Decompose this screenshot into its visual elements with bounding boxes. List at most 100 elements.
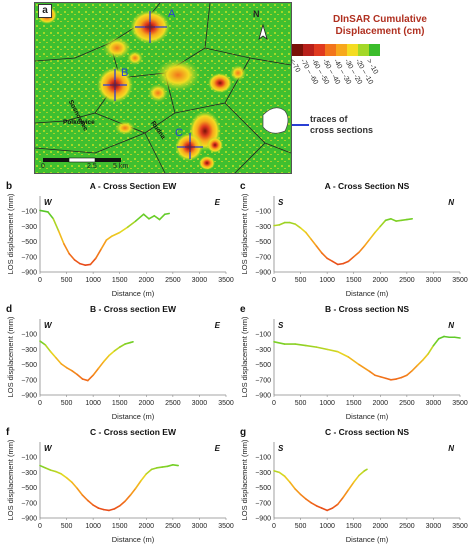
profile-segment-e-20 bbox=[427, 344, 435, 355]
profile-segment-f-20 bbox=[145, 468, 153, 475]
scale-label-0: 0 bbox=[41, 163, 45, 170]
profile-segment-d-0 bbox=[39, 340, 47, 346]
profile-segment-f-17 bbox=[129, 487, 137, 496]
profile-segment-c-15 bbox=[352, 251, 360, 258]
profile-segment-b-15 bbox=[126, 220, 137, 228]
x-tick-label-c-0: 0 bbox=[272, 277, 276, 284]
x-tick-label-g-5: 2500 bbox=[399, 523, 415, 530]
profile-segment-e-25 bbox=[453, 336, 461, 339]
profile-segment-b-16 bbox=[134, 213, 145, 222]
profile-label-c: C bbox=[175, 127, 183, 139]
legend-title-line2: Displacement (cm) bbox=[335, 26, 425, 37]
profile-segment-c-11 bbox=[331, 260, 339, 266]
north-label: N bbox=[253, 9, 260, 19]
x-tick-label-c-7: 3500 bbox=[452, 277, 468, 284]
profile-segment-d-15 bbox=[118, 343, 126, 348]
profile-segment-g-10 bbox=[326, 507, 334, 512]
map-graphic bbox=[35, 3, 291, 173]
chart-svg-e: e B - Cross section NS −100 −300 −500 −700 −90… bbox=[240, 304, 468, 421]
y-tick-label-e-3: −700 bbox=[255, 377, 271, 384]
profile-segment-d-3 bbox=[55, 356, 63, 365]
x-tick-label-e-1: 500 bbox=[295, 400, 307, 407]
profile-segment-d-12 bbox=[102, 354, 110, 363]
y-tick-label-c-1: −300 bbox=[255, 224, 271, 231]
panel-letter-c: c bbox=[240, 181, 246, 192]
north-arrow-icon bbox=[258, 23, 268, 41]
profile-segment-e-6 bbox=[336, 350, 350, 358]
profile-segment-e-21 bbox=[432, 337, 440, 347]
chart-title-g: C - Cross section NS bbox=[325, 427, 409, 437]
direction-start-e: S bbox=[278, 321, 284, 330]
profile-segment-e-22 bbox=[437, 335, 445, 340]
profile-segment-e-0 bbox=[273, 340, 286, 345]
x-tick-label-d-2: 1000 bbox=[85, 400, 101, 407]
panel-letter-e: e bbox=[240, 304, 246, 315]
y-tick-label-f-0: −100 bbox=[21, 455, 37, 462]
y-tick-label-f-4: −900 bbox=[21, 516, 37, 523]
direction-end-e: N bbox=[448, 321, 454, 330]
profile-segment-e-11 bbox=[379, 375, 387, 380]
x-tick-label-f-5: 2500 bbox=[165, 523, 181, 530]
y-tick-label-b-2: −500 bbox=[21, 239, 37, 246]
profile-segment-f-14 bbox=[113, 505, 121, 510]
chart-svg-d: d B - Cross section EW −100 −300 −500 −700 −90… bbox=[6, 304, 234, 421]
x-tick-label-b-7: 3500 bbox=[218, 277, 234, 284]
profile-segment-c-0 bbox=[273, 224, 281, 227]
x-tick-label-g-3: 1500 bbox=[346, 523, 362, 530]
profile-segment-c-25 bbox=[406, 217, 413, 221]
x-tick-label-f-3: 1500 bbox=[112, 523, 128, 530]
profile-segment-f-22 bbox=[156, 466, 164, 469]
x-tick-label-e-5: 2500 bbox=[399, 400, 415, 407]
trace-label-line2: cross sections bbox=[310, 125, 374, 135]
legend-swatch-1 bbox=[303, 44, 314, 56]
scale-label-end: 5 km bbox=[113, 163, 129, 170]
direction-start-c: S bbox=[278, 198, 284, 207]
x-tick-label-g-7: 3500 bbox=[452, 523, 468, 530]
y-tick-label-e-0: −100 bbox=[255, 332, 271, 339]
profile-segment-f-9 bbox=[87, 499, 94, 506]
profile-segment-g-8 bbox=[315, 505, 323, 509]
x-tick-label-c-2: 1000 bbox=[319, 277, 335, 284]
x-tick-label-d-4: 2000 bbox=[138, 400, 154, 407]
x-tick-label-b-6: 3000 bbox=[192, 277, 208, 284]
profile-segment-c-13 bbox=[342, 260, 350, 265]
profile-segment-b-6 bbox=[73, 259, 81, 265]
direction-start-b: W bbox=[44, 198, 53, 207]
x-tick-label-c-3: 1500 bbox=[346, 277, 362, 284]
profile-segment-g-11 bbox=[331, 503, 339, 509]
map-panel-letter: a bbox=[38, 4, 52, 18]
profile-segment-f-16 bbox=[124, 494, 132, 503]
profile-segment-b-17 bbox=[142, 213, 150, 220]
y-tick-label-d-4: −900 bbox=[21, 393, 37, 400]
legend-swatch-2 bbox=[314, 44, 325, 56]
x-tick-label-d-5: 2500 bbox=[165, 400, 181, 407]
profile-segment-c-14 bbox=[347, 256, 355, 263]
profile-segment-c-24 bbox=[400, 218, 408, 222]
chart-e: e B - Cross section NS −100 −300 −500 −700 −90… bbox=[238, 302, 468, 427]
profile-segment-d-2 bbox=[49, 350, 57, 359]
profile-segment-b-0 bbox=[39, 209, 49, 213]
x-axis-label-g: Distance (m) bbox=[346, 535, 389, 544]
x-axis-label-b: Distance (m) bbox=[112, 289, 155, 298]
profile-segment-e-19 bbox=[422, 353, 429, 361]
direction-end-c: N bbox=[448, 198, 454, 207]
profile-segment-d-10 bbox=[92, 367, 100, 377]
profile-segment-b-1 bbox=[47, 211, 55, 220]
legend: DInSAR Cumulative Displacement (cm) <-70… bbox=[280, 8, 470, 158]
direction-start-d: W bbox=[44, 321, 53, 330]
profile-segment-g-2 bbox=[283, 475, 291, 484]
y-tick-label-g-2: −500 bbox=[255, 485, 271, 492]
profile-segment-c-23 bbox=[395, 219, 403, 222]
profile-segment-d-4 bbox=[60, 363, 68, 369]
profile-segment-b-20 bbox=[158, 213, 166, 221]
x-axis-label-d: Distance (m) bbox=[112, 412, 155, 421]
chart-d: d B - Cross section EW −100 −300 −500 −700 −90… bbox=[4, 302, 234, 427]
profile-segment-g-3 bbox=[289, 481, 297, 490]
profile-segment-e-9 bbox=[368, 370, 376, 377]
profile-segment-d-13 bbox=[108, 350, 116, 357]
profile-segment-f-1 bbox=[44, 467, 52, 471]
legend-swatch-4 bbox=[336, 44, 347, 56]
profile-segment-f-24 bbox=[166, 463, 174, 468]
direction-end-b: E bbox=[215, 198, 221, 207]
chart-svg-b: b A - Cross Section EW −100 −300 −500 −700 −90… bbox=[6, 181, 234, 298]
